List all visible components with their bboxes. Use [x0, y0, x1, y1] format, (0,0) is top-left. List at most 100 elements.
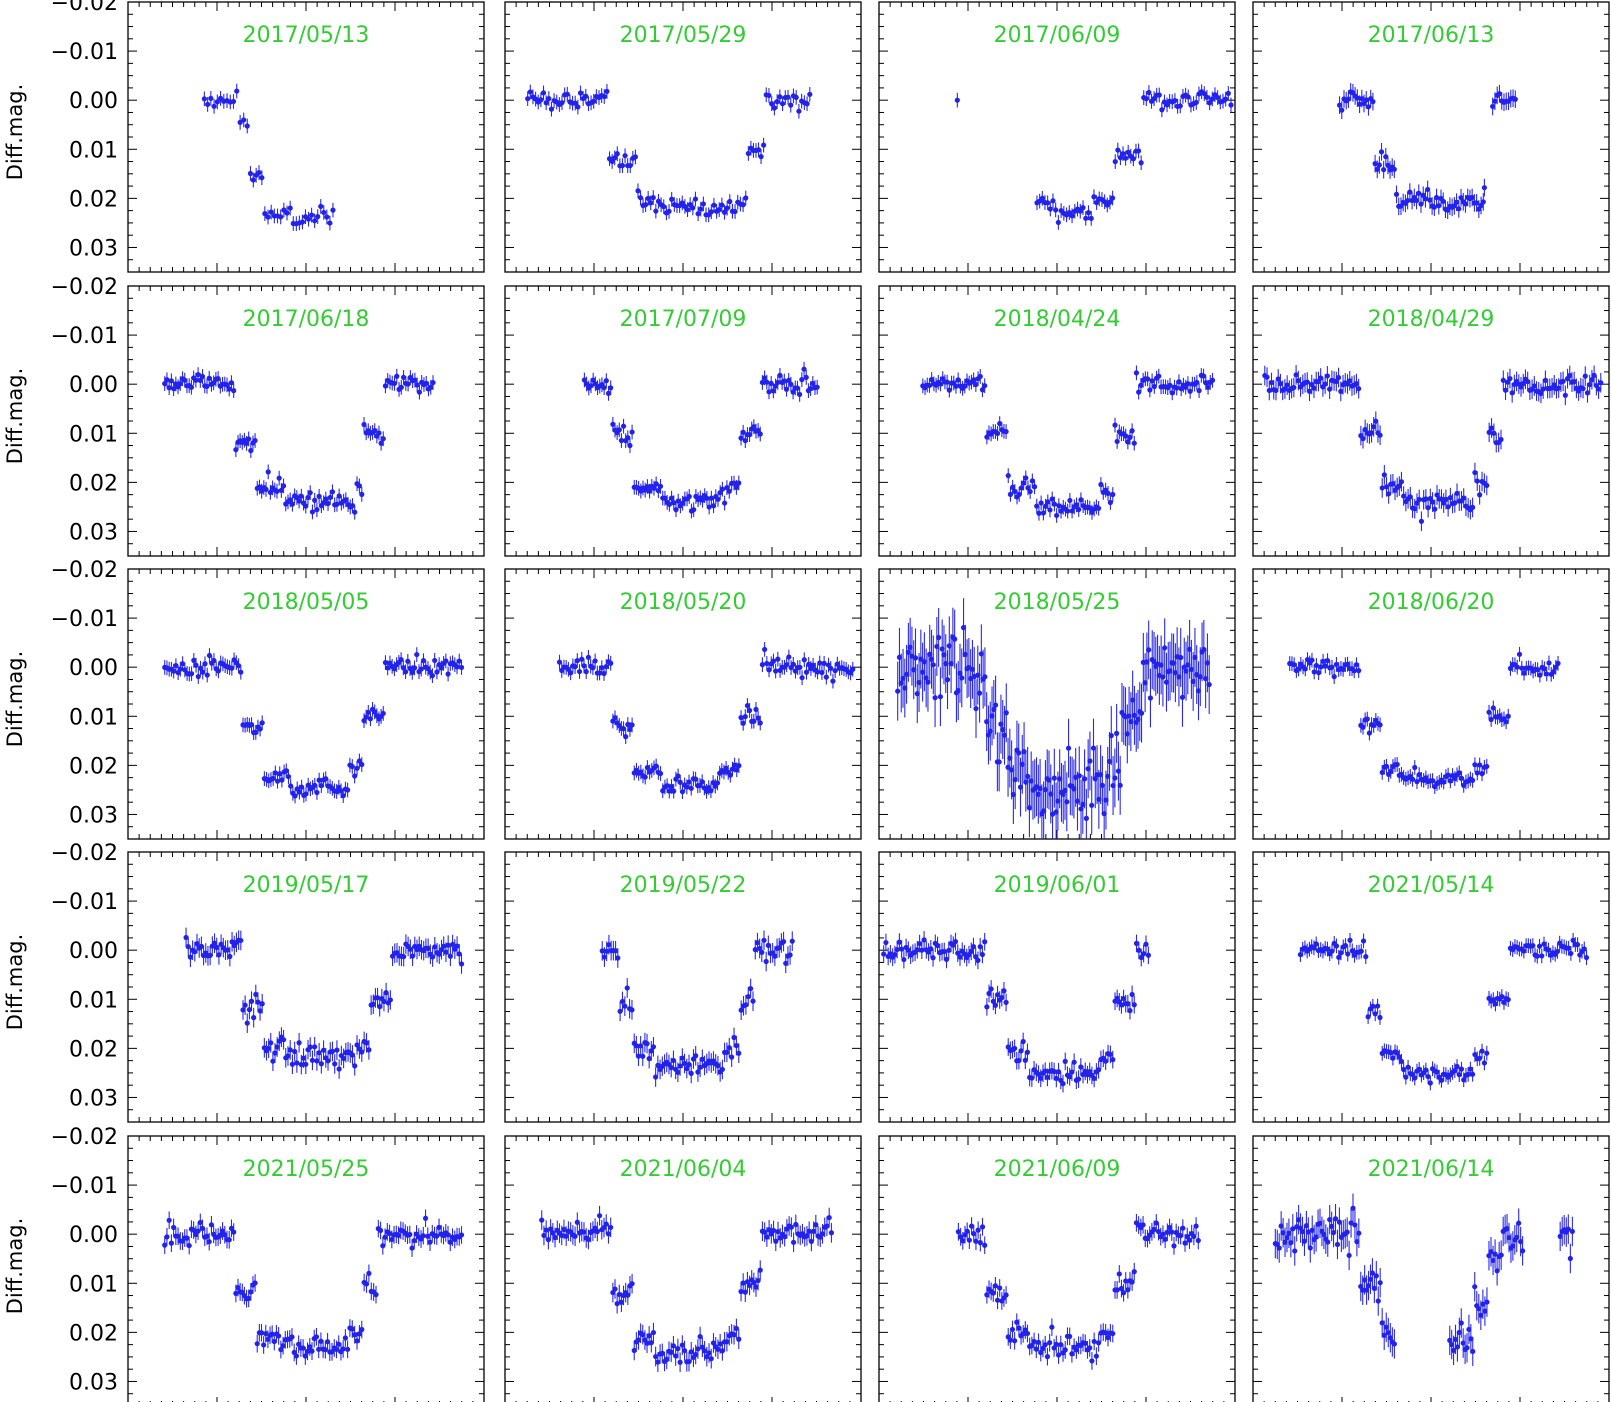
data-point [188, 671, 195, 677]
data-point [1200, 373, 1207, 379]
data-point [1371, 722, 1377, 729]
data-point [758, 154, 764, 160]
data-point [1469, 194, 1475, 201]
data-point [1114, 730, 1120, 736]
data-point [775, 379, 781, 386]
data-point [692, 196, 699, 202]
data-point [309, 1057, 316, 1063]
data-point [352, 773, 358, 779]
data-point [1036, 510, 1042, 516]
data-point [1117, 782, 1123, 788]
data-point [817, 660, 823, 666]
data-point [456, 658, 462, 664]
panel-title: 2017/06/13 [1368, 23, 1495, 48]
data-point [726, 488, 732, 494]
data-point [1491, 430, 1497, 436]
data-point [1306, 388, 1313, 394]
data-point [405, 381, 411, 387]
data-point [1531, 383, 1537, 389]
data-point [648, 1048, 654, 1054]
data-point [296, 1040, 302, 1046]
data-point [1196, 388, 1202, 394]
data-point [684, 207, 691, 213]
data-point [372, 428, 378, 434]
data-point [708, 788, 714, 794]
data-point [605, 390, 612, 396]
data-point [671, 500, 677, 506]
data-point [977, 373, 983, 380]
data-point [1333, 378, 1339, 385]
data-point [238, 937, 244, 944]
data-point [548, 106, 555, 112]
data-point [314, 789, 320, 796]
data-point [205, 101, 211, 108]
panel-2018-04-29: 2018/04/29 [1252, 285, 1610, 557]
data-point [921, 937, 927, 943]
data-point [1381, 472, 1387, 478]
data-point [1324, 658, 1331, 664]
data-point [1364, 716, 1370, 722]
data-point [1551, 382, 1557, 388]
data-point [1433, 194, 1440, 201]
data-point [622, 1003, 628, 1009]
data-point [1359, 95, 1365, 102]
data-point [1544, 671, 1550, 677]
data-point [714, 780, 721, 786]
data-point [738, 714, 744, 721]
panel-title: 2018/04/24 [994, 307, 1121, 332]
data-point [432, 657, 438, 664]
data-point [1484, 763, 1490, 770]
data-point [1295, 378, 1301, 384]
data-point [1422, 196, 1429, 202]
data-point [1143, 96, 1149, 102]
data-point [274, 778, 281, 784]
data-point [1096, 505, 1102, 511]
data-point [564, 91, 570, 97]
data-point [454, 943, 460, 949]
data-point [764, 379, 770, 385]
data-point [724, 205, 730, 211]
data-point [693, 1053, 699, 1059]
data-point [1268, 379, 1275, 386]
data-point [979, 387, 986, 393]
data-point [1275, 376, 1281, 382]
data-point [525, 96, 531, 102]
y-tick-label: 0.02 [69, 754, 118, 779]
data-point [971, 377, 977, 383]
data-point [1069, 213, 1075, 219]
data-point [643, 202, 649, 208]
data-point [234, 88, 240, 94]
data-point [657, 770, 664, 777]
data-point [412, 377, 418, 383]
data-point [635, 188, 641, 194]
data-point [612, 155, 618, 161]
data-point [225, 947, 231, 953]
panel-2017-07-09: 2017/07/09 [504, 285, 862, 557]
data-point [1516, 651, 1523, 657]
data-point [285, 773, 292, 780]
data-point [366, 1047, 372, 1053]
data-point [686, 493, 692, 500]
data-point [633, 1043, 639, 1049]
data-point [614, 151, 620, 157]
data-point [762, 375, 768, 381]
data-point [1335, 374, 1342, 381]
data-point [296, 789, 303, 795]
data-point [793, 94, 799, 100]
data-point [697, 1064, 703, 1070]
data-point [242, 1002, 248, 1008]
data-point [722, 500, 728, 506]
data-point [318, 203, 324, 210]
data-point [202, 661, 208, 667]
panel-title: 2017/05/29 [620, 23, 747, 48]
data-point [272, 1050, 278, 1056]
data-point [1338, 388, 1344, 394]
data-point [1423, 496, 1429, 502]
data-point [1125, 149, 1131, 155]
panel-2018-05-25: 2018/05/25 [878, 568, 1236, 840]
data-point [201, 96, 207, 102]
data-point [1087, 505, 1093, 511]
y-tick-label: 0.03 [69, 803, 118, 828]
data-point [944, 677, 951, 683]
data-point [1385, 162, 1391, 168]
